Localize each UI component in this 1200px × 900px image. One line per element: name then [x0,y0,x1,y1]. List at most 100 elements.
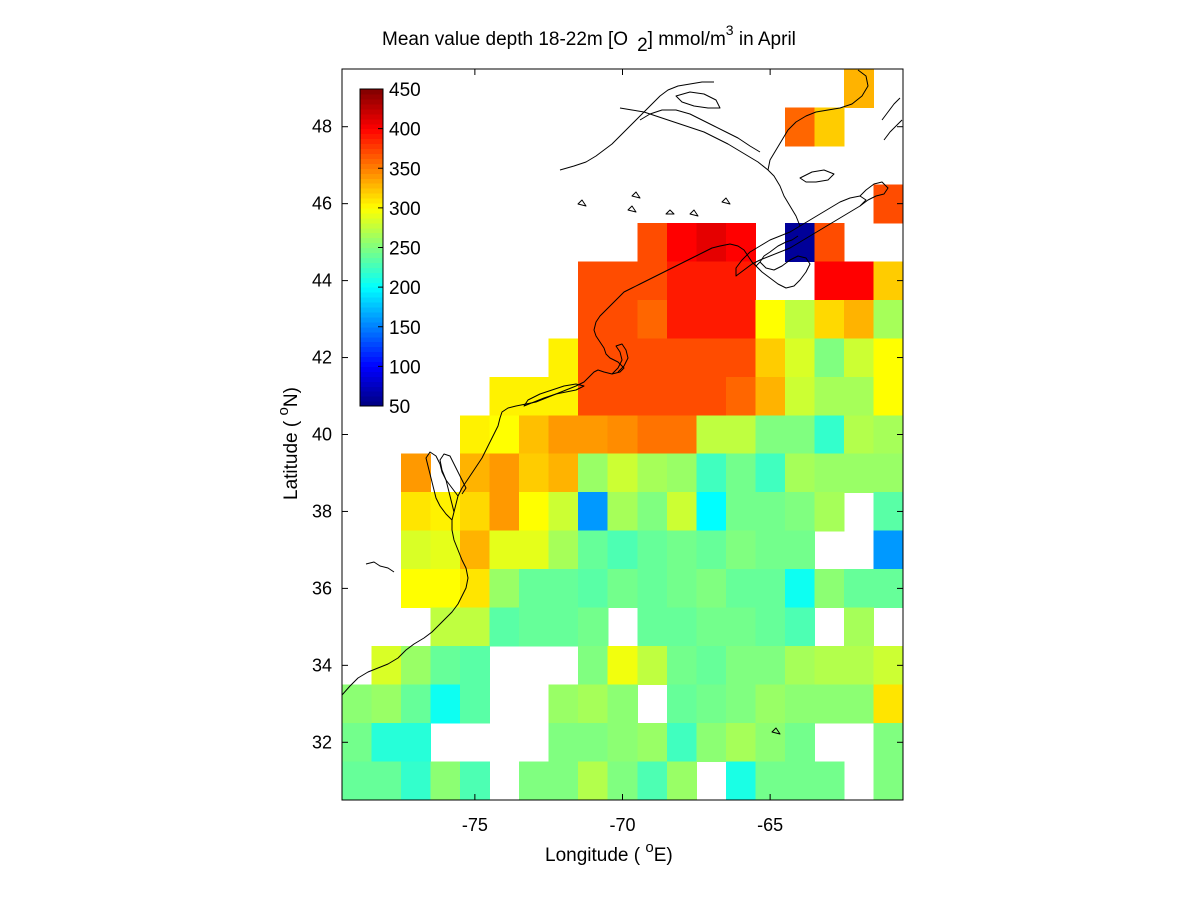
colorbar-step [360,212,383,219]
heatmap-cell [342,761,373,800]
colorbar-step [360,178,383,184]
heatmap-cell [814,415,845,455]
heatmap-cell [814,492,845,532]
heatmap-cell [607,492,638,532]
colorbar-step [360,297,383,303]
heatmap-cell [814,684,845,724]
heatmap-cell [725,222,756,262]
heatmap-cell [637,530,668,570]
colorbar-step [360,93,383,100]
plot-area: 50 100 150 200 250 300 350 400 450 [342,69,903,800]
heatmap-cell [607,530,638,570]
heatmap-cell [578,453,609,493]
heatmap-cell [843,261,875,301]
heatmap-cell [607,723,638,763]
colorbar-step [360,168,383,174]
y-tick-label: 46 [312,194,332,214]
coastline-long-island [523,383,585,407]
heatmap-cell [666,569,697,609]
heatmap-cell [784,684,816,724]
colorbar-step [360,361,383,367]
heatmap-cell [519,607,550,647]
colorbar-step [360,153,383,159]
colorbar-step [360,128,383,135]
heatmap-cell [696,607,727,647]
heatmap-cell [725,299,756,339]
heatmap-cell [666,415,697,455]
heatmap-cell [814,453,845,493]
heatmap-cell [696,723,727,763]
heatmap-cell [460,761,491,800]
heatmap-cell [637,338,668,378]
heatmap-cell [637,492,668,532]
heatmap-cell [784,530,816,570]
colorbar-tick-label: 450 [389,80,421,101]
heatmap-cell [666,261,697,301]
colorbar-step [360,133,383,140]
heatmap-cell [666,222,697,262]
colorbar-step [360,336,383,343]
heatmap-cell [578,646,609,686]
heatmap-cell [401,761,432,800]
y-tick-label: 42 [312,348,332,368]
colorbar-tick-label: 150 [389,318,421,339]
heatmap-cell [755,530,786,570]
heatmap-cell [637,723,668,763]
heatmap-cell [607,569,638,609]
heatmap-cell [725,569,756,609]
colorbar-tick-label: 400 [389,120,421,141]
heatmap-cell [460,607,491,647]
heatmap-cell [666,453,697,493]
heatmap-cell [843,569,875,609]
heatmap-cell [696,453,727,493]
colorbar-step [360,321,383,328]
heatmap-cell [814,222,845,262]
title-mid: ] mmol/m [648,29,726,50]
y-axis-ticks: 32 34 36 38 40 42 44 46 48 [312,117,903,752]
x-axis-label: Longitude ( oE) [545,839,673,866]
y-label-text: Latitude ( [281,416,302,501]
chart-title: Mean value depth 18-22m [O 2] mmol/m3 in … [382,22,796,56]
colorbar-step [360,341,383,348]
heatmap-cell [637,569,668,609]
heatmap-cell [430,492,461,532]
x-label-text: Longitude ( [545,845,645,866]
heatmap-cell [607,415,638,455]
heatmap-cell [725,261,756,301]
heatmap-cell [460,453,491,493]
heatmap-cell [725,415,756,455]
heatmap-cell [755,684,786,724]
heatmap-cell [637,261,668,301]
heatmap-cell [755,492,786,532]
colorbar-step [360,257,383,263]
colorbar-step [360,331,383,338]
heatmap-cell [489,569,520,609]
coastline-map [342,69,903,735]
coastline-newfoundland [881,97,903,141]
heatmap-cell [784,761,816,800]
colorbar-step [360,371,383,377]
colorbar-ticks: 50 100 150 200 250 300 350 400 450 [378,80,421,418]
heatmap-cell [755,338,786,378]
heatmap-cell [873,299,903,339]
title-subscript: 2 [637,35,648,56]
heatmap-cell [607,684,638,724]
heatmap-cell [725,530,756,570]
colorbar-step [360,98,383,105]
heatmap-cell [696,415,727,455]
heatmap-cell [637,222,668,262]
heatmap-cell [725,761,756,800]
heatmap-cell [755,415,786,455]
x-tick-label: -70 [609,815,635,835]
colorbar-step [360,148,383,154]
heatmap-cell [843,646,875,686]
heatmap-cell [696,530,727,570]
heatmap-cell [460,684,491,724]
colorbar-step [360,103,383,110]
coastline-bay-of-fundy [755,255,811,289]
heatmap-cell [548,684,579,724]
colorbar-tick-label: 350 [389,159,421,180]
heatmap-cell [755,376,786,416]
y-label-unit: N) [281,387,302,407]
